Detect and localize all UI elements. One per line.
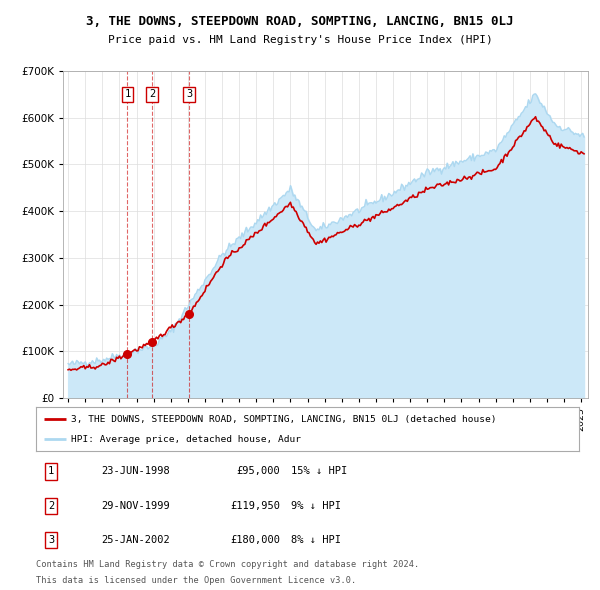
Text: 23-JUN-1998: 23-JUN-1998 (101, 467, 170, 476)
Text: £119,950: £119,950 (230, 501, 280, 510)
Text: Contains HM Land Registry data © Crown copyright and database right 2024.: Contains HM Land Registry data © Crown c… (36, 560, 419, 569)
Text: 3, THE DOWNS, STEEPDOWN ROAD, SOMPTING, LANCING, BN15 0LJ (detached house): 3, THE DOWNS, STEEPDOWN ROAD, SOMPTING, … (71, 415, 497, 424)
Text: 29-NOV-1999: 29-NOV-1999 (101, 501, 170, 510)
Text: Price paid vs. HM Land Registry's House Price Index (HPI): Price paid vs. HM Land Registry's House … (107, 35, 493, 45)
Text: 25-JAN-2002: 25-JAN-2002 (101, 535, 170, 545)
Text: 8% ↓ HPI: 8% ↓ HPI (291, 535, 341, 545)
Text: 9% ↓ HPI: 9% ↓ HPI (291, 501, 341, 510)
Text: 1: 1 (124, 89, 131, 99)
Text: 2: 2 (149, 89, 155, 99)
Text: 2: 2 (48, 501, 55, 510)
Text: £180,000: £180,000 (230, 535, 280, 545)
Text: 3: 3 (186, 89, 192, 99)
Text: 15% ↓ HPI: 15% ↓ HPI (291, 467, 347, 476)
Text: 3, THE DOWNS, STEEPDOWN ROAD, SOMPTING, LANCING, BN15 0LJ: 3, THE DOWNS, STEEPDOWN ROAD, SOMPTING, … (86, 15, 514, 28)
Text: 1: 1 (48, 467, 55, 476)
Text: This data is licensed under the Open Government Licence v3.0.: This data is licensed under the Open Gov… (36, 576, 356, 585)
Text: £95,000: £95,000 (236, 467, 280, 476)
Text: 3: 3 (48, 535, 55, 545)
Text: HPI: Average price, detached house, Adur: HPI: Average price, detached house, Adur (71, 435, 301, 444)
